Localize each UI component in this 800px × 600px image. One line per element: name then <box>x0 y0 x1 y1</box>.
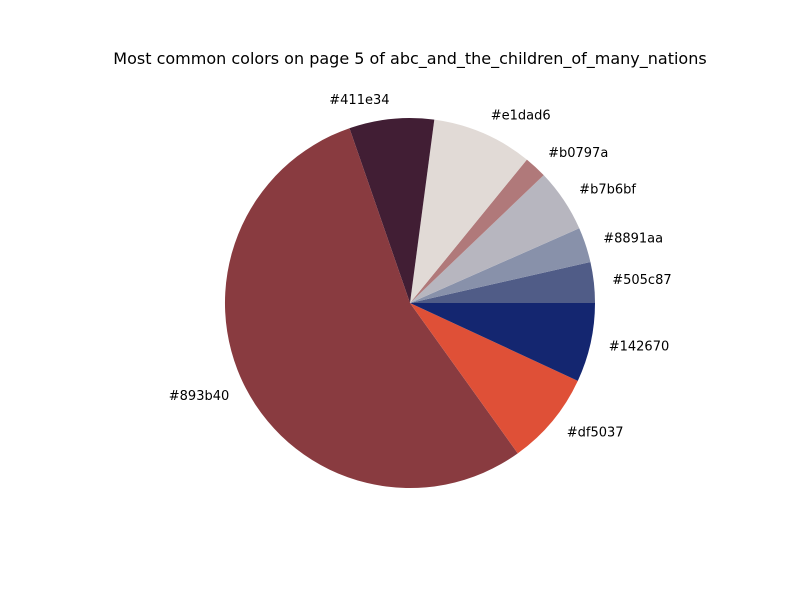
pie-slice <box>410 262 595 303</box>
pie-slice <box>410 159 544 303</box>
slice-label: #893b40 <box>169 389 230 404</box>
slice-label: #142670 <box>609 339 670 354</box>
slice-label: #8891aa <box>603 232 663 247</box>
pie-slice <box>410 228 591 303</box>
chart-title: Most common colors on page 5 of abc_and_… <box>113 49 706 69</box>
slice-label: #505c87 <box>612 273 671 288</box>
pie-slice <box>224 128 518 489</box>
pie-slice <box>410 175 580 303</box>
pie-slice <box>410 303 578 454</box>
pie-slice <box>349 117 435 303</box>
slice-label: #e1dad6 <box>491 109 551 124</box>
pie-slice <box>410 119 527 303</box>
slice-label: #df5037 <box>567 425 624 440</box>
slice-labels: #505c87 #8891aa #b7b6bf #b0797a #e1dad6 #411e… <box>169 93 672 440</box>
slice-label: #411e34 <box>329 93 389 108</box>
pie-slice <box>410 303 595 381</box>
slice-label: #b7b6bf <box>579 182 636 197</box>
slice-label: #b0797a <box>548 146 608 161</box>
pie-slices <box>224 117 595 489</box>
